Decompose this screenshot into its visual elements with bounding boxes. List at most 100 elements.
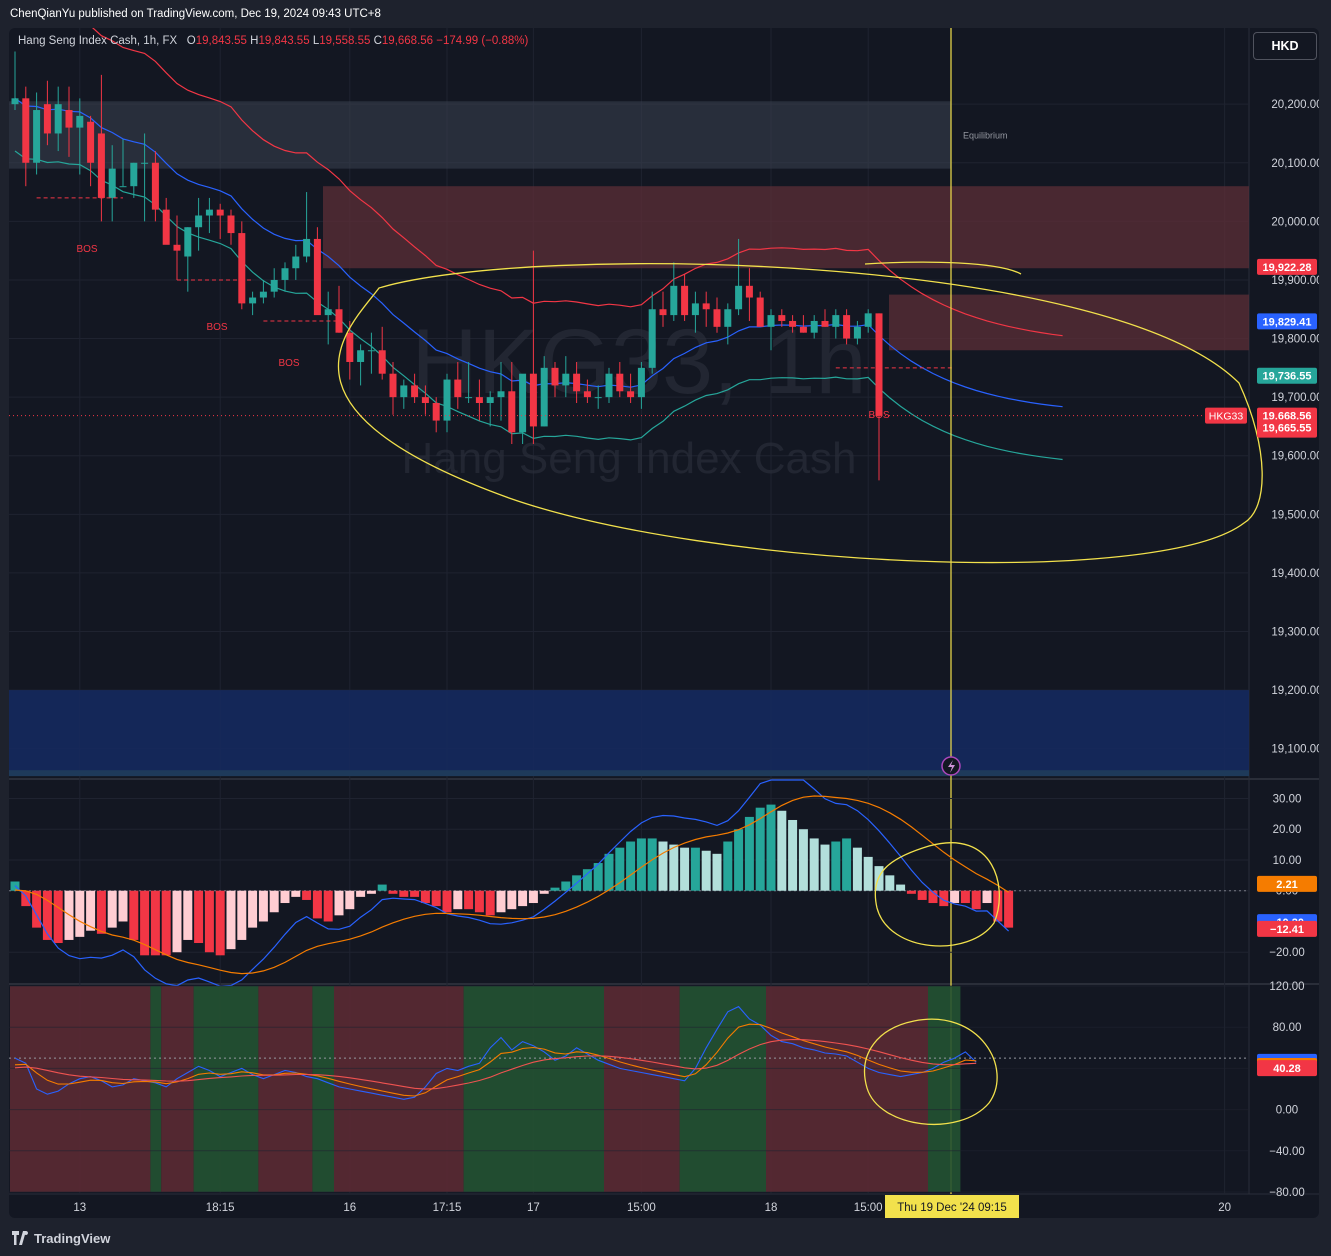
regime-band [193,986,259,1192]
histogram-bar [507,890,517,910]
osc-price-label-bg [1257,920,1317,937]
candle-body [583,391,591,398]
crosshair-time-bg [885,1195,1019,1218]
histogram-bar [518,890,528,907]
candle-body [141,162,149,164]
osc-price-label: −12.41 [1270,924,1304,936]
candle-body [97,133,105,198]
histogram-bar [399,890,409,897]
annotation-circle [874,842,1000,947]
time-tick: 18 [765,1202,778,1214]
histogram-bar [993,890,1003,922]
price-label-bg [1257,258,1317,275]
histogram-bar [161,890,171,956]
candle-body [799,326,807,333]
histogram-bar [528,890,538,904]
time-tick: 17 [527,1202,540,1214]
candle-body [724,309,732,327]
histogram-bar [950,890,960,904]
histogram-bar [971,890,981,910]
top-bar: ChenQianYu published on TradingView.com,… [0,0,1331,28]
histogram-bar [604,853,614,891]
candle-body [465,397,473,399]
candle-body [519,373,527,433]
histogram-bar [539,890,549,894]
candle-body [389,373,397,398]
candle-body [832,315,840,327]
histogram-bar [777,810,787,891]
candle-body [303,238,311,257]
legend-low-label: L [312,35,320,47]
candle-body [65,110,73,128]
histogram-bar [237,890,247,940]
time-tick: 13 [73,1202,86,1214]
currency-button[interactable]: HKD [1253,32,1317,60]
histogram-bar [896,884,906,891]
legend-symbol[interactable]: Hang Seng Index Cash, 1h, FX [18,35,178,47]
histogram-bar [356,890,366,897]
histogram-bar [917,890,927,900]
histogram-bar [809,838,819,891]
histogram-bar [939,890,949,907]
regime-band [463,986,604,1192]
chart-container[interactable]: Equilibrium HKG33, 1h Hang Seng Index Cash… [9,28,1319,1218]
osc2-tick: −40.00 [1269,1146,1305,1158]
osc2-tick: 0.00 [1276,1105,1298,1117]
osc2-price-label: 40.28 [1273,1063,1301,1075]
time-tick: 20 [1218,1202,1231,1214]
candle-body [594,397,602,399]
symbol-legend: Hang Seng Index Cash, 1h, FX O19,843.55 … [18,35,528,47]
candle-body [778,315,786,321]
candle-body [205,209,213,216]
histogram-bar [291,890,301,897]
regime-band [150,986,162,1192]
tradingview-logo-icon[interactable] [12,1231,30,1245]
regime-band [258,986,313,1192]
price-tick: 19,900.00 [1271,275,1319,287]
footer-brand[interactable]: TradingView [34,1231,111,1246]
candle-body [713,309,721,327]
histogram-bar [172,890,182,953]
osc2-tick: 120.00 [1269,981,1304,993]
osc2-slow-line [14,1038,977,1090]
price-tick: 19,100.00 [1271,744,1319,756]
histogram-bar [474,890,484,913]
candle-body [324,309,332,316]
legend-open: 19,843.55 [195,35,247,47]
candle-body [184,227,192,257]
histogram-bar [734,829,744,891]
candle-body [33,110,41,163]
candle-body [357,350,365,362]
candle-body [54,104,62,134]
histogram-bar [928,890,938,904]
candle-body [497,391,505,398]
histogram-bar [32,890,42,928]
histogram-bar [377,884,387,891]
candle-body [151,162,159,210]
histogram-bar [302,890,312,900]
histogram-bar [842,838,852,891]
candle-body [421,397,429,403]
price-tick: 19,200.00 [1271,685,1319,697]
histogram-bar [21,890,31,907]
bos-label: BOS [868,410,889,421]
osc2-fast-line [14,1005,977,1100]
candle-body [756,297,764,327]
histogram-bar [744,816,754,891]
candle-body [627,391,635,398]
histogram-bar [755,807,765,891]
legend-close-label: C [373,35,382,47]
publisher-line: ChenQianYu published on TradingView.com,… [10,8,381,20]
candle-body [227,215,235,234]
candle-body [529,373,537,427]
histogram-bar [129,890,139,940]
candle-body [130,162,138,187]
candle-body [281,268,289,280]
price-label-bg [1257,367,1317,384]
legend-high: 19,843.55 [258,35,310,47]
histogram-bar [107,890,117,928]
histogram-bar [561,881,571,891]
candle-body [11,98,19,105]
crosshair-time: Thu 19 Dec '24 09:15 [897,1202,1007,1214]
